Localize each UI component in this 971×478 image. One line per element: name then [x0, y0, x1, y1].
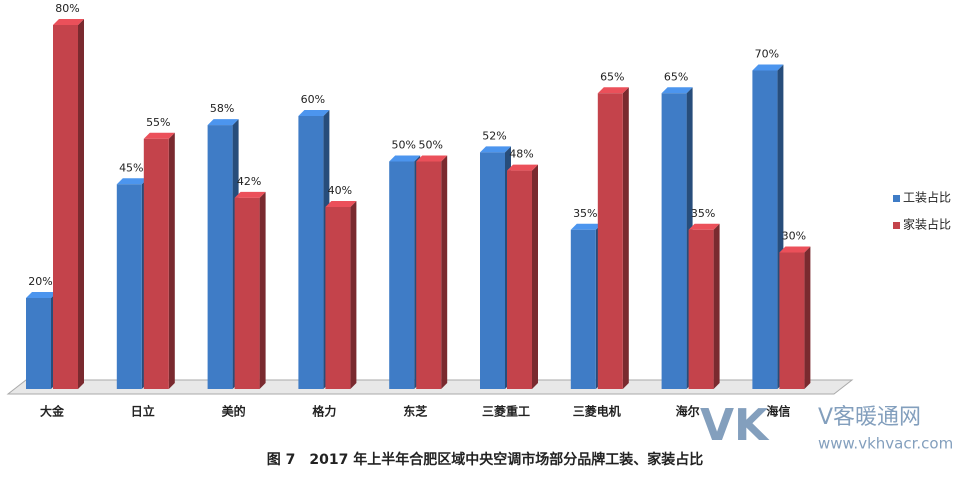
legend-label: 家装占比	[903, 217, 951, 232]
bar-top	[416, 155, 448, 162]
x-tick-label: 三菱重工	[482, 404, 530, 419]
bar-top	[661, 87, 693, 94]
bar	[389, 161, 415, 389]
data-label: 58%	[210, 102, 234, 115]
legend-label: 工装占比	[903, 190, 951, 205]
data-label: 65%	[600, 70, 624, 83]
data-label: 30%	[782, 230, 806, 243]
bar	[53, 25, 78, 389]
bar-side	[78, 19, 84, 389]
bar-side	[350, 201, 357, 389]
data-label: 45%	[119, 161, 143, 174]
bar	[752, 70, 778, 389]
legend-swatch	[893, 195, 900, 202]
bar	[416, 161, 442, 389]
bar	[26, 298, 51, 389]
bar-top	[143, 132, 175, 139]
data-label: 60%	[301, 93, 325, 106]
data-label: 65%	[664, 70, 688, 83]
data-label: 80%	[55, 2, 79, 15]
bar-top	[207, 119, 239, 126]
bar-side	[168, 132, 175, 389]
bar	[661, 93, 687, 389]
data-label: 42%	[237, 175, 261, 188]
watermark-url: www.vkhvacr.com	[818, 435, 953, 453]
data-label: 50%	[391, 139, 415, 152]
data-label: 20%	[28, 275, 52, 288]
bar-top	[507, 164, 538, 171]
data-label: 48%	[509, 148, 533, 161]
x-tick-label: 三菱电机	[573, 404, 621, 419]
bar-top	[116, 178, 148, 185]
bar-top	[688, 223, 720, 230]
watermark-logo: VK	[700, 400, 770, 451]
bar	[688, 229, 714, 389]
x-tick-label: 格力	[312, 404, 336, 419]
bar-side	[441, 155, 448, 389]
legend-swatch	[893, 222, 900, 229]
x-tick-label: 美的	[222, 404, 246, 419]
bar-side	[259, 191, 266, 389]
bar-top	[234, 191, 266, 198]
data-label: 52%	[482, 129, 506, 142]
x-tick-label: 海信	[766, 404, 790, 419]
bar	[480, 152, 505, 389]
bar	[116, 184, 142, 389]
bar-side	[804, 246, 811, 389]
bar	[779, 252, 805, 389]
x-tick-label: 海尔	[676, 404, 700, 419]
bar	[570, 229, 596, 389]
x-tick-label: 东芝	[403, 404, 427, 419]
x-tick-label: 日立	[131, 404, 155, 419]
bar-top	[325, 201, 357, 207]
bar-top	[298, 110, 330, 116]
bar	[207, 125, 233, 389]
bar-top	[26, 292, 57, 298]
data-label: 55%	[146, 116, 170, 129]
bar	[597, 93, 623, 389]
bar-top	[389, 155, 421, 162]
data-label: 35%	[691, 207, 715, 220]
chart-title: 图 7 2017 年上半年合肥区域中央空调市场部分品牌工装、家装占比	[267, 451, 703, 468]
watermark-name: V客暖通网	[818, 405, 921, 430]
bar-side	[713, 223, 720, 389]
bar-top	[53, 19, 84, 25]
bar	[298, 116, 324, 389]
data-label: 35%	[573, 207, 597, 220]
bar-top	[480, 146, 511, 153]
bar	[507, 170, 532, 389]
bar-top	[752, 64, 784, 71]
bar-top	[597, 87, 629, 94]
bar-top	[570, 223, 602, 230]
bar	[234, 197, 260, 389]
bar	[325, 207, 351, 389]
bar	[143, 138, 169, 389]
bar-top	[779, 246, 811, 253]
bar-side	[622, 87, 629, 389]
x-tick-label: 大金	[40, 404, 65, 419]
data-label: 40%	[328, 184, 352, 197]
data-label: 50%	[418, 139, 442, 152]
bar-side	[532, 164, 538, 389]
data-label: 70%	[755, 48, 779, 61]
